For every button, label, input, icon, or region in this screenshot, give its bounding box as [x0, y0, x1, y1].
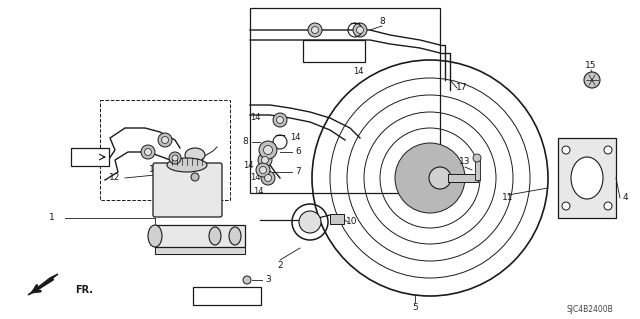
Text: 16: 16: [149, 166, 161, 174]
Text: 14: 14: [290, 133, 300, 143]
Ellipse shape: [262, 157, 269, 164]
Text: 14: 14: [253, 188, 263, 197]
Ellipse shape: [312, 26, 319, 33]
Ellipse shape: [167, 158, 207, 172]
Ellipse shape: [604, 202, 612, 210]
Text: FR.: FR.: [75, 285, 93, 295]
Bar: [250, 8, 440, 193]
Ellipse shape: [261, 171, 275, 185]
Text: 14: 14: [333, 43, 343, 53]
Text: 3: 3: [265, 276, 271, 285]
Text: SJC4B2400B: SJC4B2400B: [566, 306, 613, 315]
Text: E-3-1: E-3-1: [320, 46, 348, 56]
Text: 14: 14: [250, 174, 260, 182]
Ellipse shape: [259, 141, 277, 159]
Bar: [448, 174, 478, 182]
Text: 17: 17: [456, 84, 468, 93]
Polygon shape: [28, 274, 58, 295]
Text: B-25-10: B-25-10: [207, 292, 246, 300]
Ellipse shape: [256, 163, 270, 177]
Ellipse shape: [584, 72, 600, 88]
Ellipse shape: [264, 145, 273, 154]
Text: 2: 2: [277, 261, 283, 270]
Ellipse shape: [145, 149, 152, 155]
Ellipse shape: [243, 276, 251, 284]
Text: 13: 13: [460, 158, 471, 167]
Ellipse shape: [571, 157, 603, 199]
Text: 11: 11: [502, 194, 514, 203]
Ellipse shape: [351, 51, 358, 58]
Text: E-3: E-3: [82, 152, 99, 162]
Bar: [71, 148, 109, 166]
Text: 5: 5: [412, 303, 418, 313]
Bar: [558, 138, 616, 218]
Ellipse shape: [562, 202, 570, 210]
Ellipse shape: [148, 225, 162, 247]
Ellipse shape: [562, 146, 570, 154]
Bar: [475, 158, 480, 180]
Text: 12: 12: [109, 174, 121, 182]
Ellipse shape: [395, 143, 465, 213]
Ellipse shape: [191, 173, 199, 181]
FancyBboxPatch shape: [153, 163, 222, 217]
Text: 1: 1: [49, 213, 55, 222]
Ellipse shape: [229, 227, 241, 245]
Text: 8: 8: [379, 18, 385, 26]
Bar: [330, 214, 344, 224]
Ellipse shape: [348, 48, 362, 62]
Ellipse shape: [273, 113, 287, 127]
Text: 9: 9: [299, 218, 305, 226]
Ellipse shape: [185, 148, 205, 162]
Ellipse shape: [299, 211, 321, 233]
Ellipse shape: [172, 155, 178, 161]
Text: 10: 10: [346, 218, 358, 226]
Ellipse shape: [429, 167, 451, 189]
Text: 4: 4: [622, 194, 628, 203]
Ellipse shape: [473, 154, 481, 162]
Ellipse shape: [141, 145, 155, 159]
Ellipse shape: [356, 26, 364, 33]
Ellipse shape: [158, 133, 172, 147]
Bar: [303, 40, 365, 62]
Text: 8: 8: [242, 137, 248, 146]
Ellipse shape: [276, 116, 284, 123]
Ellipse shape: [264, 174, 271, 182]
Ellipse shape: [258, 153, 272, 167]
Ellipse shape: [604, 146, 612, 154]
Polygon shape: [155, 247, 245, 254]
Text: 6: 6: [295, 147, 301, 157]
Bar: [100, 100, 230, 200]
Ellipse shape: [169, 152, 181, 164]
Text: 7: 7: [295, 167, 301, 176]
Ellipse shape: [308, 23, 322, 37]
Bar: [155, 225, 245, 247]
Ellipse shape: [353, 23, 367, 37]
Text: 14: 14: [353, 68, 364, 77]
Text: 14: 14: [250, 114, 260, 122]
Bar: [193, 287, 261, 305]
Ellipse shape: [209, 227, 221, 245]
Ellipse shape: [259, 167, 266, 174]
Ellipse shape: [161, 137, 168, 144]
Text: 15: 15: [585, 61, 596, 70]
Text: 14: 14: [243, 160, 253, 169]
